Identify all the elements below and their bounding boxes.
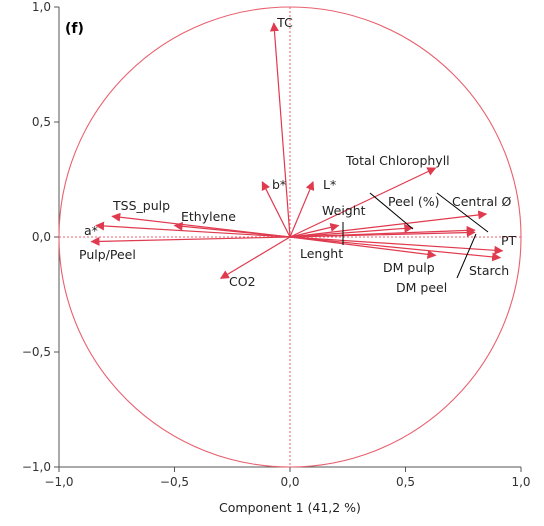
- label-leader-line: [369, 192, 414, 230]
- loading-label: L*: [323, 177, 336, 192]
- y-tick-label: −0,5: [22, 345, 51, 359]
- loading-label: Starch: [469, 263, 509, 278]
- panel-label: (f): [65, 21, 84, 37]
- loading-label: TC: [276, 15, 293, 30]
- y-tick-label: 0,5: [32, 115, 51, 129]
- loading-vectors-group: [90, 22, 504, 279]
- loading-vector: [289, 236, 504, 255]
- loading-vector: [289, 210, 488, 238]
- loading-label: Lenght: [300, 246, 343, 261]
- x-tick-label: −0,5: [160, 475, 189, 489]
- loading-labels-group: TC b* L* Total Chlorophyll Peel (%) Central Ø…: [79, 15, 517, 295]
- loading-vector: [219, 236, 291, 279]
- loading-vector: [289, 236, 502, 262]
- loading-label: Weight: [322, 203, 366, 218]
- loading-vector: [289, 223, 414, 238]
- loading-label: Peel (%): [388, 194, 440, 209]
- loading-vector: [95, 221, 291, 238]
- loading-vector: [261, 180, 291, 238]
- x-tick-label: 0,0: [280, 475, 299, 489]
- ticks-group: −1,0 −0,5 0,0 0,5 1,0 1,0 0,5 0,0 −0,5 −1,0: [22, 0, 531, 489]
- loading-label: PT: [501, 233, 517, 248]
- y-tick-label: 1,0: [32, 0, 51, 14]
- loading-label: DM peel: [396, 280, 447, 295]
- y-tick-label: 0,0: [32, 230, 51, 244]
- loading-label: TSS_pulp: [112, 198, 170, 213]
- x-tick-label: 0,5: [396, 475, 415, 489]
- loading-vector: [289, 236, 437, 259]
- loading-vector: [90, 236, 291, 246]
- loading-vector: [111, 212, 291, 238]
- x-tick-label: 1,0: [511, 475, 530, 489]
- loading-vector: [289, 167, 437, 238]
- loading-label: b*: [272, 177, 286, 192]
- x-axis-title: Component 1 (41,2 %): [219, 500, 361, 515]
- loading-label: Pulp/Peel: [79, 247, 136, 262]
- label-leader-line: [436, 192, 489, 233]
- leader-lines-group: [342, 192, 489, 279]
- label-leader-line: [456, 233, 477, 279]
- loading-vector: [289, 228, 476, 238]
- loading-vector: [269, 22, 291, 238]
- x-tick-label: −1,0: [44, 475, 73, 489]
- loading-vector: [289, 180, 315, 238]
- loading-label: DM pulp: [383, 260, 435, 275]
- loading-vector: [289, 222, 340, 238]
- loading-label: Ethylene: [181, 209, 236, 224]
- y-tick-label: −1,0: [22, 460, 51, 474]
- loading-label: Total Chlorophyll: [345, 153, 450, 168]
- loading-label: Central Ø: [452, 194, 511, 209]
- reference-lines-group: [59, 7, 521, 467]
- loading-label: a*: [84, 223, 98, 238]
- loading-label: CO2: [229, 274, 256, 289]
